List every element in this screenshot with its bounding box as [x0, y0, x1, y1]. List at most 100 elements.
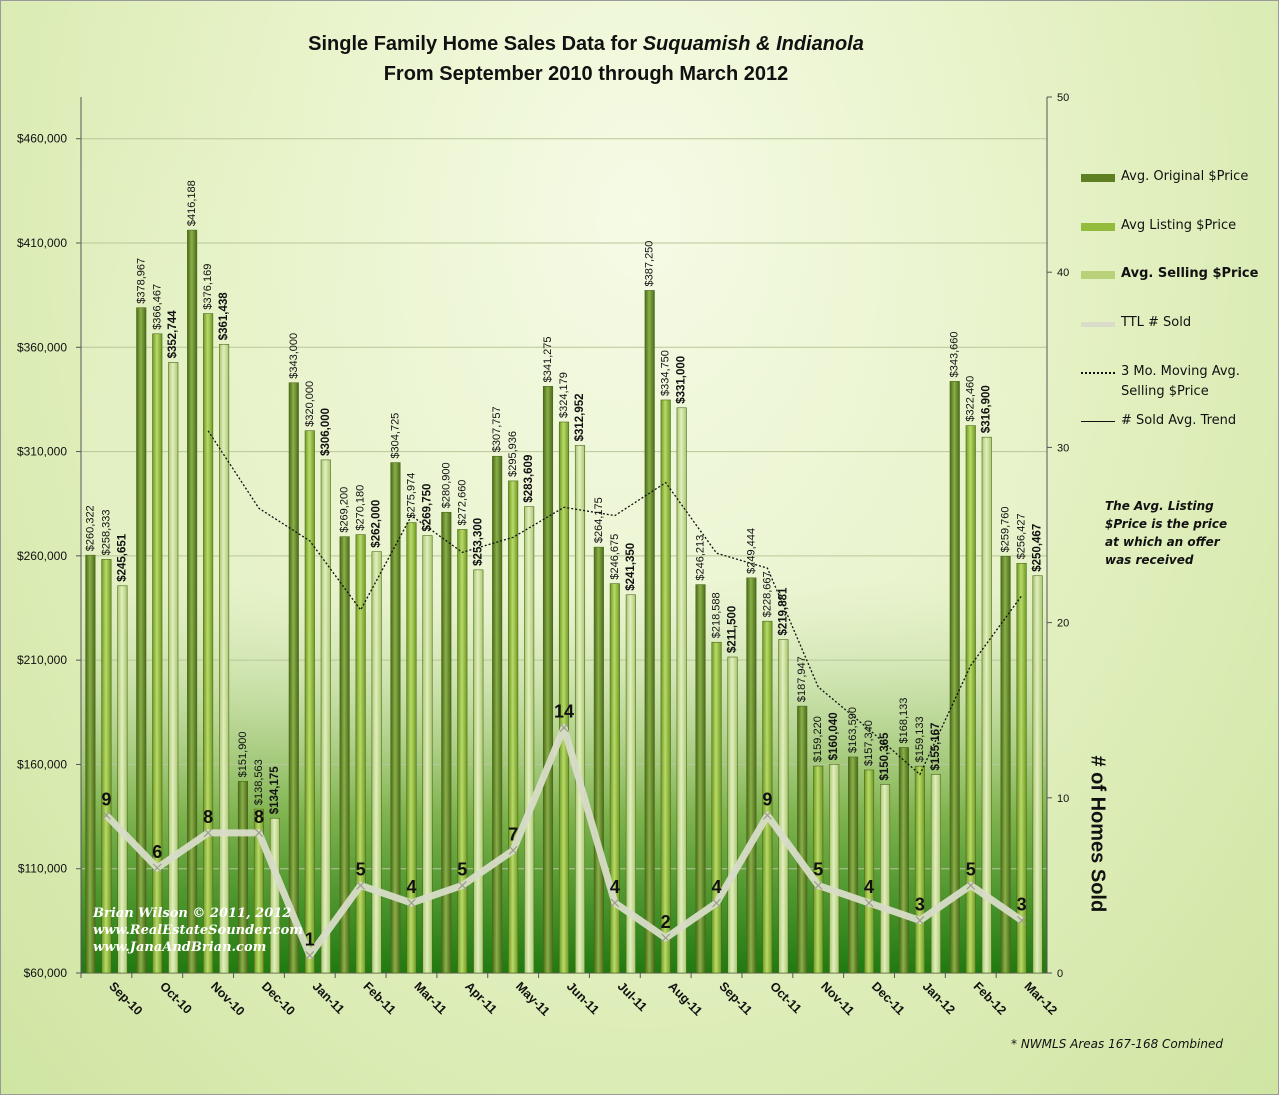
sold-count-label: 3	[1017, 894, 1027, 914]
bar-label-selling: $312,952	[574, 393, 586, 441]
y2-tick-label: 0	[1057, 968, 1063, 980]
sold-marker	[661, 933, 671, 943]
legend-label-selling: Avg. Selling $Price	[1121, 266, 1259, 281]
bar-listing	[101, 559, 112, 974]
y-tick-label: $210,000	[17, 653, 67, 667]
bar-label-listing: $366,467	[151, 284, 163, 330]
bar-listing	[965, 425, 976, 974]
x-tick-label: Feb-11	[361, 979, 399, 1017]
bar-label-original: $269,200	[339, 487, 351, 533]
sold-marker	[864, 898, 874, 908]
legend-label-original: Avg. Original $Price	[1121, 169, 1249, 184]
bar-original	[644, 290, 655, 974]
bar-selling	[930, 774, 941, 974]
bar-label-selling: $219,881	[777, 587, 789, 636]
x-tick-label: Jan-12	[920, 979, 958, 1017]
sold-count-label: 5	[813, 859, 823, 879]
sold-count-label: 7	[508, 824, 518, 844]
sold-labels: 9 6 8 8 1 5 4 5 7 14 4 2 4 9 5 4 3 5 3	[101, 702, 1026, 950]
x-tick-label: Mar-11	[411, 979, 449, 1017]
bar-label-original: $163,590	[847, 707, 859, 753]
bar-selling	[778, 639, 789, 974]
bar-selling	[574, 445, 586, 974]
y2-tick-label: 20	[1057, 618, 1069, 630]
bar-label-selling: $269,750	[421, 484, 433, 532]
credits-line-2: www.RealEstateSounder.com	[93, 923, 304, 938]
bar-label-listing: $228,667	[761, 571, 773, 617]
bar-listing	[813, 765, 824, 974]
bar-listing	[304, 430, 315, 974]
x-tick-label: Jan-11	[310, 979, 347, 1016]
x-tick-label: Oct-11	[767, 979, 804, 1016]
x-tick-label: Dec-10	[259, 979, 298, 1018]
x-tick-label: Aug-11	[666, 979, 705, 1018]
sold-count-label: 5	[966, 859, 976, 879]
bar-listing	[711, 641, 722, 974]
bar-label-selling: $134,175	[269, 766, 281, 815]
bar-listing	[355, 534, 366, 974]
bar-label-original: $378,967	[135, 258, 147, 304]
y-tick-label: $410,000	[17, 236, 67, 250]
note-line-4: was received	[1105, 553, 1194, 567]
bar-label-selling: $331,000	[676, 356, 688, 404]
bar-label-original: $249,444	[745, 528, 757, 574]
bar-original	[288, 382, 299, 974]
sold-count-label: 9	[101, 789, 111, 809]
bar-label-listing: $275,974	[405, 473, 417, 519]
sold-marker	[762, 810, 772, 820]
sold-count-label: 4	[864, 877, 874, 897]
bar-selling	[371, 551, 382, 974]
bar-selling	[676, 407, 687, 974]
bar-label-selling: $352,744	[167, 310, 179, 359]
bar-listing	[558, 421, 570, 974]
sold-count-label: 4	[610, 877, 620, 897]
sold-marker	[101, 810, 111, 820]
bar-original	[746, 577, 757, 974]
sold-marker	[559, 723, 569, 733]
bar-original	[1000, 556, 1011, 974]
sold-marker	[610, 898, 620, 908]
sold-marker	[305, 951, 315, 960]
bar-selling	[727, 656, 738, 974]
bar-listing	[152, 333, 163, 974]
bar-listing	[864, 769, 875, 974]
x-tick-label: May-11	[513, 979, 552, 1018]
x-tick-label: Sep-10	[106, 979, 145, 1018]
bar-selling	[269, 817, 280, 974]
legend-swatch-selling	[1081, 271, 1115, 279]
bar-label-original: $260,322	[84, 505, 96, 551]
bar-original	[492, 455, 503, 974]
title-line-2: From September 2010 through March 2012	[383, 63, 789, 85]
bar-original	[390, 462, 401, 974]
bar-selling	[829, 764, 840, 974]
sold-marker	[915, 916, 925, 925]
title-place-2: Indianola	[776, 33, 864, 55]
bar-label-selling: $283,609	[523, 455, 535, 503]
bar-label-listing: $159,220	[812, 716, 824, 762]
bar-original	[441, 511, 452, 974]
bar-original	[898, 747, 909, 974]
bar-label-selling: $306,000	[320, 408, 332, 456]
bar-label-selling: $361,438	[218, 292, 230, 341]
bar-label-listing: $218,588	[711, 592, 723, 638]
y2-tick-label: 40	[1057, 267, 1069, 279]
title-line-1: Single Family Home Sales Data for Suquam…	[241, 29, 931, 59]
credits-line-1: Brian Wilson © 2011, 2012	[93, 906, 292, 921]
bar-label-listing: $256,427	[1016, 513, 1028, 559]
bar-label-listing: $159,133	[914, 716, 926, 762]
bar-listing	[660, 399, 671, 974]
bar-label-original: $387,250	[644, 241, 656, 287]
bar-selling	[625, 594, 636, 974]
title-place-1: Suquamish	[642, 33, 751, 55]
bar-label-selling: $262,000	[371, 500, 383, 548]
bar-listing	[508, 480, 519, 974]
x-tick-label: Dec-11	[869, 979, 907, 1017]
credits: Brian Wilson © 2011, 2012 www.RealEstate…	[93, 905, 303, 956]
y-tick-label: $110,000	[18, 862, 67, 876]
note-line-1: The Avg. Listing	[1105, 499, 1214, 513]
bar-selling	[117, 585, 128, 974]
sold-count-label: 4	[406, 877, 416, 897]
sold-count-label: 5	[356, 859, 366, 879]
bar-label-selling: $316,900	[981, 385, 993, 433]
